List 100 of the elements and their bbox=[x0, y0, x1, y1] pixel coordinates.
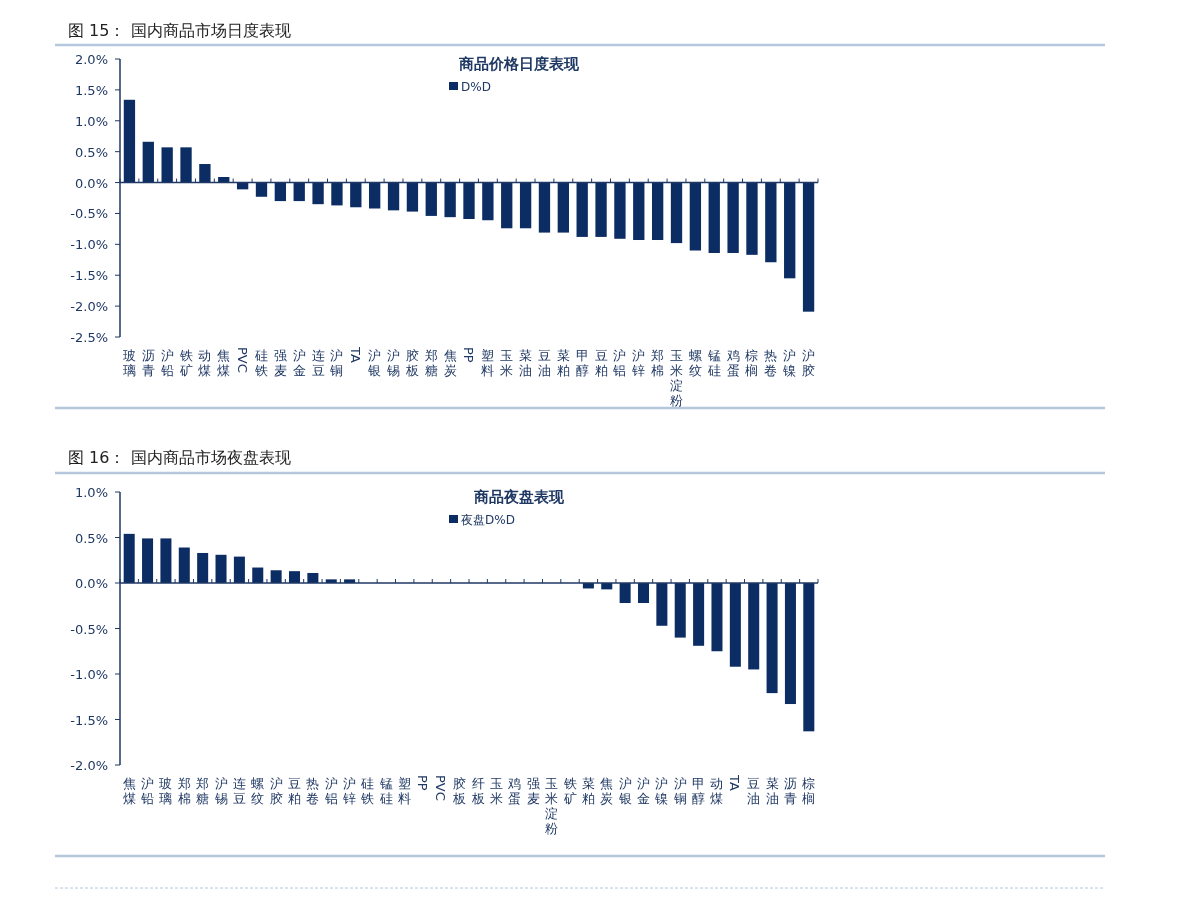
x-tick-label: 沪金 bbox=[637, 776, 650, 806]
x-tick-label: 沪铜 bbox=[672, 776, 687, 806]
legend-label: 夜盘D%D bbox=[461, 513, 515, 527]
bar bbox=[693, 583, 705, 646]
bar bbox=[802, 182, 815, 312]
x-tick-label: 强麦 bbox=[526, 776, 540, 806]
x-tick-label: 沪锡 bbox=[386, 348, 401, 378]
x-tick-label: 郑糖 bbox=[196, 776, 210, 806]
x-tick-label: 塑料 bbox=[481, 348, 495, 378]
bar bbox=[765, 182, 777, 263]
x-tick-label: 豆粕 bbox=[594, 348, 608, 378]
x-tick-label: 焦炭 bbox=[600, 776, 614, 806]
bar bbox=[729, 583, 741, 667]
y-tick-label: -1.5% bbox=[70, 268, 108, 284]
x-tick-label: 玻璃 bbox=[159, 776, 173, 806]
bar bbox=[746, 182, 758, 255]
x-tick-label: 沪锌 bbox=[342, 776, 357, 806]
y-tick-label: 1.5% bbox=[74, 82, 108, 98]
x-tick-label: 郑棉 bbox=[651, 348, 665, 378]
x-tick-label: 锰硅 bbox=[378, 776, 393, 806]
y-tick-label: 1.0% bbox=[74, 485, 108, 500]
bar bbox=[425, 182, 437, 216]
bar bbox=[619, 583, 631, 604]
bar bbox=[387, 182, 400, 211]
bar bbox=[252, 567, 264, 583]
y-tick-label: -2.5% bbox=[70, 330, 108, 345]
x-tick-label: 螺纹 bbox=[688, 348, 702, 378]
bar bbox=[656, 583, 668, 626]
x-tick-label: 铁矿 bbox=[178, 348, 193, 378]
x-tick-label: PP bbox=[415, 775, 431, 791]
bar bbox=[331, 182, 343, 206]
x-tick-label: 豆粕 bbox=[288, 776, 301, 806]
bar bbox=[557, 182, 569, 233]
x-tick-label: PP bbox=[461, 347, 476, 363]
x-tick-label: 沪胶 bbox=[802, 348, 816, 378]
x-tick-label: 菜油 bbox=[765, 776, 779, 806]
bar bbox=[595, 182, 607, 237]
bar bbox=[727, 182, 739, 253]
chart-title: 图 15： 国内商品市场日度表现 bbox=[68, 21, 291, 40]
bar bbox=[312, 182, 324, 205]
x-tick-label: 郑糖 bbox=[424, 348, 438, 378]
y-tick-label: 0.5% bbox=[74, 144, 108, 160]
x-tick-label: 热卷 bbox=[764, 348, 778, 378]
x-tick-label: 动煤 bbox=[198, 348, 212, 378]
x-tick-label: 塑料 bbox=[398, 776, 412, 806]
bar bbox=[766, 583, 778, 694]
y-tick-label: -2.0% bbox=[70, 758, 108, 773]
x-tick-label: 焦煤 bbox=[217, 348, 231, 378]
bar bbox=[199, 164, 211, 183]
x-tick-label: 锰硅 bbox=[706, 348, 721, 378]
x-tick-label: 沪锌 bbox=[631, 348, 646, 378]
bar bbox=[501, 182, 513, 229]
x-tick-label: 焦炭 bbox=[443, 348, 457, 378]
bar bbox=[689, 182, 702, 251]
x-tick-label: 鸡蛋 bbox=[507, 776, 522, 806]
bar bbox=[444, 182, 456, 218]
x-tick-label: 沪铅 bbox=[140, 776, 155, 806]
x-tick-label: 焦煤 bbox=[122, 776, 136, 806]
bar bbox=[178, 547, 190, 583]
x-tick-label: 连豆 bbox=[232, 776, 246, 806]
x-tick-label: 沪铝 bbox=[323, 776, 338, 806]
bar bbox=[233, 556, 245, 583]
x-tick-label: 菜粕 bbox=[556, 348, 570, 378]
bar bbox=[674, 583, 686, 638]
bar bbox=[369, 182, 381, 209]
bar bbox=[142, 538, 154, 583]
x-tick-label: 强麦 bbox=[273, 348, 287, 378]
bar bbox=[708, 182, 720, 253]
y-tick-label: 1.0% bbox=[74, 113, 108, 129]
x-tick-label: 菜油 bbox=[519, 348, 533, 378]
bar bbox=[274, 182, 287, 202]
x-tick-label: 玉米 bbox=[490, 776, 504, 806]
x-tick-label: 玉米淀粉 bbox=[670, 348, 684, 408]
x-tick-label: 棕榈 bbox=[802, 776, 816, 806]
bar bbox=[784, 583, 796, 705]
x-tick-label: 沪镍 bbox=[654, 776, 669, 806]
x-tick-label: 硅铁 bbox=[253, 348, 268, 378]
x-tick-label: 豆油 bbox=[747, 776, 761, 806]
bar bbox=[180, 147, 192, 183]
x-tick-label: PVC bbox=[433, 775, 449, 801]
bar bbox=[293, 182, 305, 202]
x-tick-label: 沪银 bbox=[617, 776, 632, 806]
bar bbox=[123, 533, 135, 583]
bar bbox=[161, 147, 173, 183]
x-tick-label: 纤板 bbox=[470, 776, 485, 806]
bar bbox=[614, 182, 626, 239]
x-tick-label: TA bbox=[347, 346, 363, 363]
chart-title: 图 16： 国内商品市场夜盘表现 bbox=[68, 448, 291, 467]
x-tick-label: 动煤 bbox=[710, 776, 724, 806]
bar bbox=[784, 182, 796, 279]
x-tick-label: PVC bbox=[234, 347, 250, 373]
bar bbox=[711, 583, 723, 652]
x-tick-label: 沪金 bbox=[292, 348, 306, 378]
bar bbox=[307, 572, 319, 583]
y-tick-label: 2.0% bbox=[74, 52, 108, 67]
y-tick-label: -1.5% bbox=[70, 712, 108, 728]
x-tick-label: 沥青 bbox=[141, 348, 155, 378]
y-tick-label: -1.0% bbox=[70, 237, 108, 253]
bar bbox=[463, 182, 475, 219]
x-tick-label: 螺纹 bbox=[251, 776, 265, 806]
